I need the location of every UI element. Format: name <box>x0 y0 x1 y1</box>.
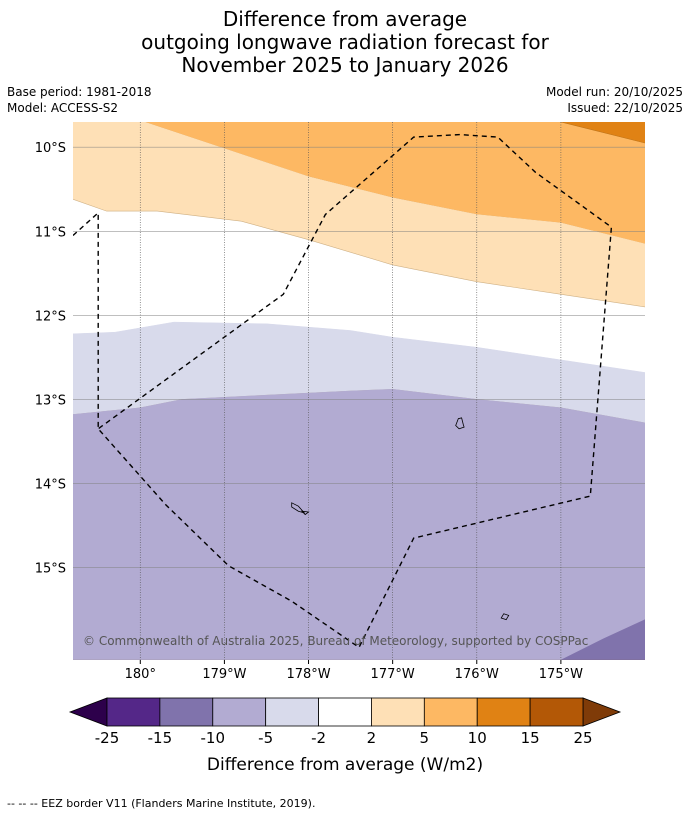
eez-border <box>73 133 613 649</box>
title-line-3: November 2025 to January 2026 <box>181 53 509 77</box>
colorbar-segment-0 <box>106 697 161 727</box>
graticule <box>73 122 645 660</box>
lat-label-5: 15°S <box>35 562 66 577</box>
colorbar-label-7: 10 <box>468 729 487 747</box>
eez-line <box>73 133 613 649</box>
colorbar-label-1: -15 <box>148 729 173 747</box>
latitude-labels: 10°S 11°S 12°S 13°S 14°S 15°S <box>35 141 66 576</box>
colorbar-segment-4 <box>318 697 372 727</box>
band-1 <box>560 122 645 144</box>
model-name: Model: ACCESS-S2 <box>7 101 119 115</box>
band-4 <box>73 389 645 660</box>
lat-label-4: 14°S <box>35 477 66 492</box>
band-edge-1 <box>560 122 645 144</box>
lon-label-4: 176°W <box>455 667 499 682</box>
island-2 <box>300 510 310 516</box>
longitude-labels: 180° 179°W 178°W 177°W 176°W 175°W <box>125 660 583 682</box>
title-line-1: Difference from average <box>222 7 468 31</box>
lon-label-1: 179°W <box>202 667 246 682</box>
meta-left: Base period: 1981-2018 Model: ACCESS-S2 <box>7 84 152 116</box>
colorbar-segment-5 <box>371 697 425 727</box>
copyright-notice: © Commonwealth of Australia 2025, Bureau… <box>83 634 588 648</box>
colorbar-label-6: 5 <box>420 729 430 747</box>
lat-label-2: 12°S <box>35 309 66 324</box>
islands <box>291 417 510 621</box>
colorbar-title: Difference from average (W/m2) <box>207 755 483 775</box>
island-3 <box>500 613 510 621</box>
colorbar: -25 -15 -10 -5 -2 2 5 10 15 25 <box>68 697 622 747</box>
colorbar-segment-1 <box>159 697 214 727</box>
model-run: Model run: 20/10/2025 <box>545 85 683 99</box>
island-0 <box>455 417 465 430</box>
colorbar-segment-2 <box>212 697 267 727</box>
lon-label-0: 180° <box>125 667 156 682</box>
meta-right: Model run: 20/10/2025 Issued: 22/10/2025 <box>546 84 683 116</box>
lat-label-3: 13°S <box>35 393 66 408</box>
issued-date: Issued: 22/10/2025 <box>567 101 683 115</box>
colorbar-label-3: -5 <box>258 729 273 747</box>
colorbar-segment-6 <box>423 697 478 727</box>
colorbar-label-4: -2 <box>311 729 326 747</box>
lon-label-5: 175°W <box>539 667 583 682</box>
colorbar-label-2: -10 <box>201 729 226 747</box>
colorbar-extend-high <box>582 697 622 727</box>
colorbar-segment-3 <box>265 697 319 727</box>
lon-label-3: 177°W <box>371 667 415 682</box>
colorbar-label-9: 25 <box>573 729 592 747</box>
colorbar-label-5: 2 <box>367 729 377 747</box>
chart-title: Difference from average outgoing longwav… <box>0 8 690 77</box>
lat-label-1: 11°S <box>35 225 66 240</box>
lon-label-2: 178°W <box>286 667 330 682</box>
band-5 <box>560 619 645 660</box>
base-period: Base period: 1981-2018 <box>7 85 152 99</box>
colorbar-label-0: -25 <box>95 729 120 747</box>
island-1 <box>291 502 306 514</box>
colorbar-extend-low <box>68 697 108 727</box>
lat-label-0: 10°S <box>35 141 66 156</box>
colorbar-segment-7 <box>476 697 531 727</box>
map-figure: © Commonwealth of Australia 2025, Bureau… <box>35 122 645 775</box>
title-line-2: outgoing longwave radiation forecast for <box>141 30 549 54</box>
band-2 <box>73 122 645 308</box>
eez-legend-note: -- -- -- EEZ border V11 (Flanders Marine… <box>7 797 316 810</box>
anomaly-bands <box>73 122 645 660</box>
colorbar-segment-8 <box>529 697 584 727</box>
colorbar-label-8: 15 <box>521 729 540 747</box>
